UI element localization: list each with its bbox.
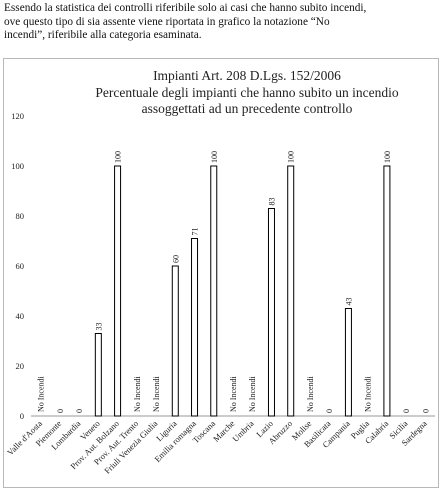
data-label: 33 (94, 323, 103, 331)
y-tick-label: 0 (20, 411, 24, 421)
data-label: No Incendi (229, 375, 238, 412)
bar (210, 165, 218, 417)
data-label: 43 (344, 298, 353, 306)
y-tick-label: 60 (16, 261, 25, 271)
intro-line-1: Essendo la statistica dei controlli rife… (4, 2, 367, 14)
intro-line-2: ove questo tipo di sia assente viene rip… (4, 15, 330, 28)
data-label: No Incendi (37, 375, 46, 412)
bar-chart: Impianti Art. 208 D.Lgs. 152/2006 Percen… (5, 68, 435, 476)
bar (267, 208, 275, 417)
data-label: 71 (191, 228, 200, 236)
data-label: No Incendi (248, 375, 257, 412)
data-label: 100 (210, 151, 219, 163)
chart-subtitle-line-1: Percentuale degli impianti che hanno sub… (95, 85, 399, 100)
chart-frame: Impianti Art. 208 D.Lgs. 152/2006 Percen… (3, 58, 439, 488)
x-tick-label: Umbria (230, 418, 256, 444)
data-label: 100 (114, 151, 123, 163)
data-label: 100 (383, 151, 392, 163)
y-tick-label: 20 (16, 361, 25, 371)
data-label: 100 (287, 151, 296, 163)
data-label: No Incendi (133, 375, 142, 412)
y-tick-label: 80 (16, 211, 25, 221)
data-label: 60 (171, 255, 180, 263)
intro-line-3: incendi”, riferibile alla categoria esam… (4, 29, 202, 42)
data-label: No Incendi (152, 375, 161, 412)
data-label: 0 (75, 409, 84, 413)
bar (191, 238, 199, 417)
bar (344, 308, 352, 417)
intro-text: Essendo la statistica dei controlli rife… (4, 2, 440, 43)
bar (171, 265, 179, 417)
bar (94, 333, 102, 417)
data-label: No Incendi (364, 375, 373, 412)
data-label: 83 (267, 198, 276, 206)
data-label: 0 (325, 409, 334, 413)
chart-subtitle-line-2: assoggettati ad un precedente controllo (142, 101, 353, 116)
data-label: No Incendi (306, 375, 315, 412)
data-label: 0 (421, 409, 430, 413)
y-tick-label: 40 (16, 311, 25, 321)
data-label: 0 (56, 409, 65, 413)
chart-title: Impianti Art. 208 D.Lgs. 152/2006 (153, 68, 341, 83)
y-tick-label: 120 (11, 111, 24, 121)
bar (287, 165, 295, 417)
bar (383, 165, 391, 417)
bar (114, 165, 122, 417)
data-label: 0 (402, 409, 411, 413)
y-tick-label: 100 (11, 161, 24, 171)
